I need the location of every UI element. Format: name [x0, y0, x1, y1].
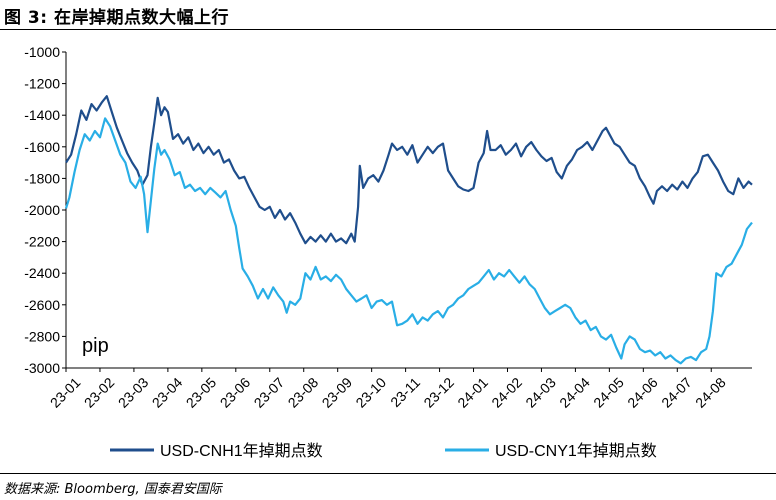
- x-tick-label: 24-04: [556, 374, 593, 411]
- series-line-usd-cny: [64, 117, 753, 365]
- x-tick-label: 24-07: [658, 374, 695, 411]
- y-tick-label: -2200: [24, 234, 60, 250]
- x-tick-label: 23-02: [81, 374, 118, 411]
- chart-axes: [65, 52, 752, 369]
- x-tick-label: 24-05: [590, 374, 627, 411]
- y-tick-label: -1400: [24, 107, 60, 123]
- x-tick-label: 24-08: [692, 374, 729, 411]
- y-tick-label: -1600: [24, 139, 60, 155]
- y-tick-label: -2600: [24, 297, 60, 313]
- x-tick-label: 23-05: [183, 374, 220, 411]
- legend-label: USD-CNH1年掉期点数: [160, 442, 323, 460]
- x-tick-label: 23-12: [420, 374, 457, 411]
- x-tick-label: 23-04: [149, 374, 186, 411]
- x-tick-label: 23-11: [387, 374, 423, 410]
- y-tick-label: -1200: [24, 76, 60, 92]
- legend-label: USD-CNY1年掉期点数: [495, 442, 657, 460]
- x-tick-label: 23-01: [47, 374, 84, 411]
- y-tick-label: -2400: [24, 265, 60, 281]
- unit-label: pip: [82, 335, 109, 357]
- x-tick-label: 23-08: [285, 374, 322, 411]
- x-tick-label: 23-07: [251, 374, 288, 411]
- x-tick-label: 24-02: [488, 374, 525, 411]
- figure-title: 图 3: 在岸掉期点数大幅上行: [4, 8, 229, 28]
- source-rule: [0, 473, 776, 474]
- y-tick-label: -3000: [24, 360, 60, 376]
- y-tick-label: -1800: [24, 170, 60, 186]
- legend: USD-CNH1年掉期点数 USD-CNY1年掉期点数: [110, 442, 657, 460]
- source-note: 数据来源: Bloomberg, 国泰君安国际: [4, 482, 222, 497]
- x-tick-label: 23-10: [352, 374, 389, 411]
- y-tick-label: -2000: [24, 202, 60, 218]
- line-chart: -1000 -1200 -1400 -1600 -1800 -2000 -2200 -2400…: [24, 44, 753, 460]
- y-tick-label: -1000: [24, 44, 60, 60]
- title-rule: [0, 29, 776, 30]
- x-tick-label: 23-09: [319, 374, 356, 411]
- x-tick-label: 23-03: [115, 374, 152, 411]
- y-axis-ticks: -1000 -1200 -1400 -1600 -1800 -2000 -2200 -2400…: [24, 44, 66, 376]
- x-tick-label: 23-06: [217, 374, 254, 411]
- x-tick-label: 24-03: [522, 374, 559, 411]
- y-tick-label: -2800: [24, 328, 60, 344]
- x-axis-ticks: 23-0123-0223-0323-0423-0523-0623-0723-08…: [47, 368, 729, 411]
- series-lines: [64, 95, 753, 365]
- series-line-usd-cnh: [65, 95, 753, 245]
- x-tick-label: 24-01: [454, 374, 491, 411]
- x-tick-label: 24-06: [624, 374, 661, 411]
